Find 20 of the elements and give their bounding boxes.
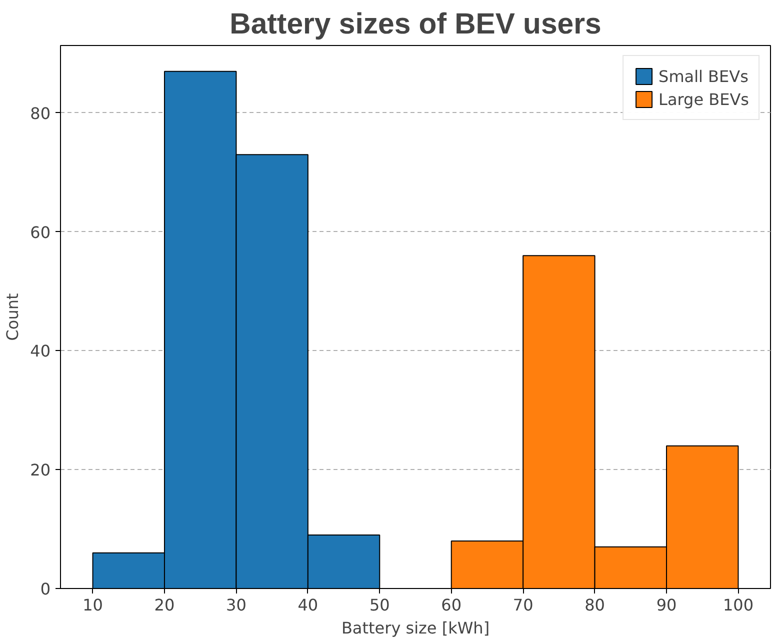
x-axis-title: Battery size [kWh] — [341, 618, 490, 638]
x-tick-label: 80 — [584, 596, 605, 614]
y-tick-label: 20 — [30, 460, 50, 480]
x-tick-label: 60 — [441, 596, 462, 614]
y-tick-label: 60 — [30, 222, 50, 242]
x-tick-label: 20 — [154, 596, 175, 614]
chart-title: Battery sizes of BEV users — [230, 8, 602, 40]
y-tick-label: 80 — [30, 104, 50, 123]
x-tick-label: 90 — [656, 596, 677, 614]
y-tick-label: 40 — [30, 342, 50, 361]
x-tick-label: 50 — [369, 596, 390, 614]
x-tick-label: 40 — [298, 596, 318, 614]
x-tick-label: 70 — [512, 596, 534, 614]
legend-label: Large BEVs — [658, 90, 749, 108]
legend-label: Small BEVs — [658, 66, 748, 86]
x-tick-label: 10 — [82, 596, 103, 614]
y-tick-label: 0 — [40, 580, 51, 598]
x-tick-label: 100 — [722, 596, 754, 614]
x-tick-label: 30 — [226, 596, 246, 614]
y-axis-title: Count — [3, 293, 22, 341]
